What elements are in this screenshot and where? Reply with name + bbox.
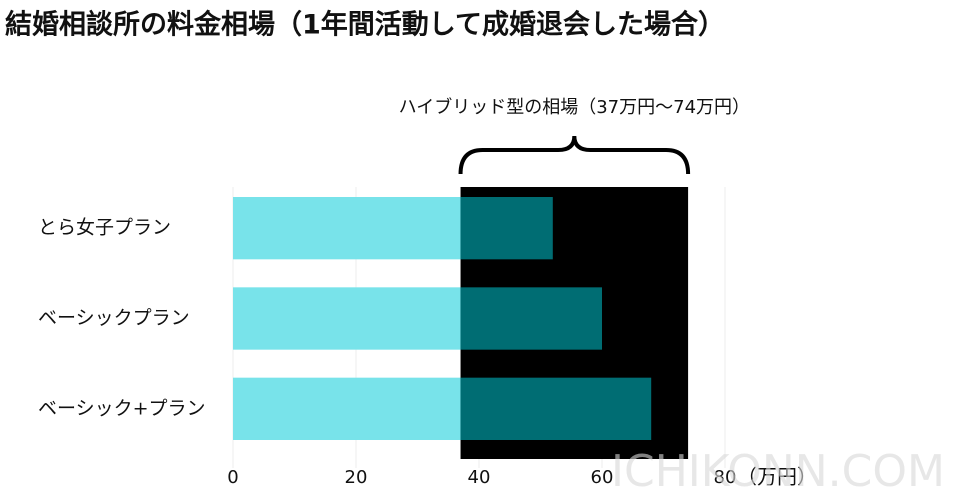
bar-overlap	[460, 287, 602, 350]
x-tick-label: 60	[591, 467, 614, 488]
brace	[458, 135, 691, 175]
x-tick-label: 40	[468, 467, 491, 488]
y-tick-label: とら女子プラン	[38, 217, 171, 239]
x-tick-label: 80	[714, 467, 737, 488]
bar-overlap	[460, 197, 553, 260]
watermark: ICHIKONN.COM	[611, 446, 945, 497]
y-tick-label: ベーシックプラン	[38, 307, 190, 329]
chart-title: 結婚相談所の料金相場（1年間活動して成婚退会した場合）	[5, 9, 725, 41]
x-unit: （万円）	[737, 465, 817, 489]
x-tick-label: 0	[227, 467, 238, 488]
x-tick-label: 20	[345, 467, 368, 488]
bar-overlap	[460, 377, 652, 440]
band-label: ハイブリッド型の相場（37万円〜74万円）	[399, 96, 750, 118]
y-tick-label: ベーシック+プラン	[38, 397, 206, 419]
